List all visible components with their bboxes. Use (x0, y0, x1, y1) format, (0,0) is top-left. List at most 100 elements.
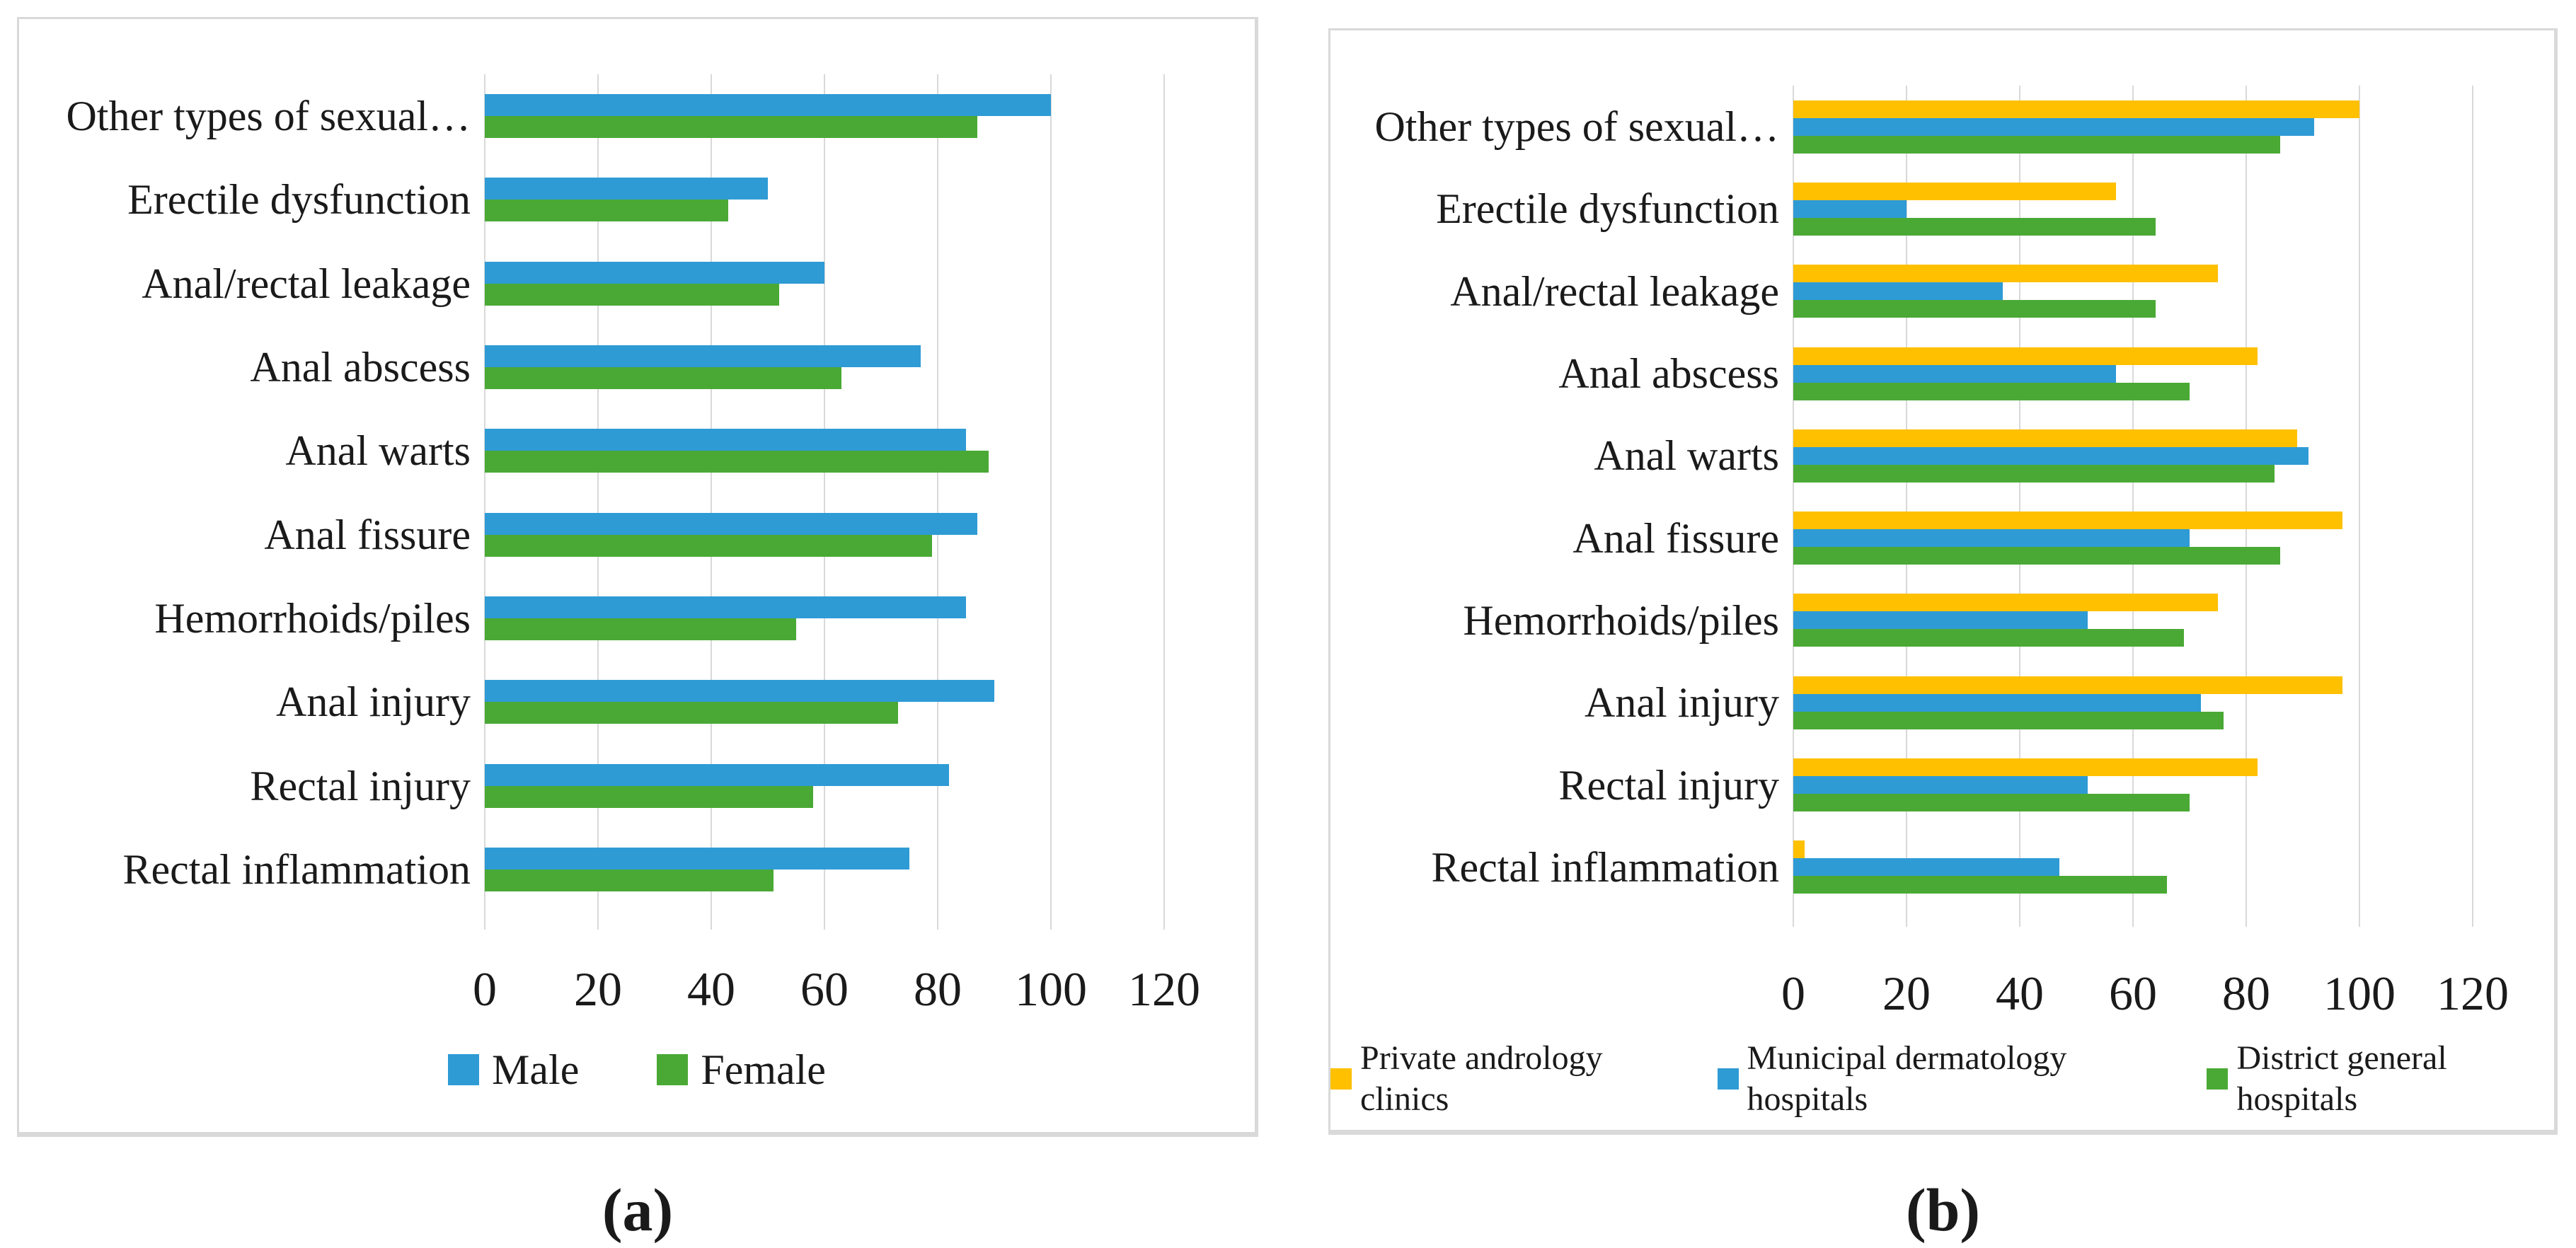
plot-area: Other types of sexual… Erectile dysfuncti… (19, 19, 1255, 1132)
legend-swatch-private-andrology-clinics (1330, 1068, 1352, 1090)
bar-private-andrology-clinics-other-types-of-sexual (1793, 100, 2359, 118)
legend-item-male: Male (448, 1045, 579, 1094)
bar-municipal-dermatology-hospitals-other-types-of-sexual (1793, 118, 2314, 136)
bar-male-other-types-of-sexual (485, 94, 1051, 116)
legend-label-private-andrology-clinics: Private andrology clinics (1360, 1039, 1603, 1118)
bar-district-general-hospitals-anal-rectal-leakage (1793, 300, 2156, 318)
chart-panel-b: Other types of sexual… Erectile dysfuncti… (1328, 28, 2558, 1135)
bar-male-anal-rectal-leakage (485, 262, 824, 284)
bar-district-general-hospitals-other-types-of-sexual (1793, 136, 2280, 154)
category-label-anal-rectal-leakage: Anal/rectal leakage (1450, 268, 1779, 315)
category-label-other-types-of-sexual: Other types of sexual… (1374, 103, 1779, 150)
legend: Male Female (19, 1044, 1255, 1096)
bar-private-andrology-clinics-erectile-dysfunction (1793, 183, 2116, 200)
gridline-x-0 (484, 74, 485, 930)
bar-female-anal-abscess (485, 367, 841, 389)
gridline-x-120 (2472, 86, 2473, 927)
category-label-rectal-injury: Rectal injury (1558, 762, 1779, 809)
category-label-anal-rectal-leakage: Anal/rectal leakage (142, 260, 471, 307)
x-tick-label-80: 80 (914, 962, 962, 1016)
bar-female-anal-warts (485, 451, 989, 473)
x-tick-label-100: 100 (2323, 966, 2396, 1020)
bar-private-andrology-clinics-rectal-inflammation (1793, 840, 1805, 858)
bar-private-andrology-clinics-hemorrhoids-piles (1793, 594, 2218, 611)
legend-swatch-district-general-hospitals (2207, 1068, 2229, 1090)
gridline-x-0 (1793, 86, 1794, 927)
category-label-erectile-dysfunction: Erectile dysfunction (127, 176, 471, 223)
gridline-x-80 (2246, 86, 2247, 927)
bar-male-anal-warts (485, 429, 966, 451)
bar-male-anal-injury (485, 680, 994, 702)
bar-municipal-dermatology-hospitals-rectal-injury (1793, 776, 2088, 794)
chart-panel-a: Other types of sexual… Erectile dysfuncti… (17, 17, 1258, 1137)
bar-female-other-types-of-sexual (485, 116, 977, 138)
category-label-other-types-of-sexual: Other types of sexual… (66, 93, 471, 139)
category-label-anal-abscess: Anal abscess (1558, 350, 1779, 397)
x-tick-label-80: 80 (2222, 966, 2270, 1020)
bar-female-rectal-inflammation (485, 869, 774, 891)
legend-item-municipal-dermatology-hospitals: Municipal dermatology hospitals (1717, 1038, 2168, 1120)
x-tick-label-40: 40 (1996, 966, 2044, 1020)
gridline-x-20 (1906, 86, 1907, 927)
bar-municipal-dermatology-hospitals-hemorrhoids-piles (1793, 611, 2088, 629)
bar-municipal-dermatology-hospitals-anal-fissure (1793, 529, 2190, 547)
bar-municipal-dermatology-hospitals-anal-rectal-leakage (1793, 282, 2003, 300)
x-tick-label-60: 60 (800, 962, 849, 1016)
category-label-rectal-injury: Rectal injury (250, 763, 471, 809)
bar-municipal-dermatology-hospitals-anal-abscess (1793, 365, 2116, 383)
bar-municipal-dermatology-hospitals-anal-injury (1793, 694, 2201, 712)
gridline-x-120 (1163, 74, 1165, 930)
x-tick-label-0: 0 (1781, 966, 1805, 1020)
legend-label-female: Female (701, 1046, 826, 1093)
bar-male-anal-abscess (485, 345, 921, 367)
bar-private-andrology-clinics-anal-injury (1793, 676, 2342, 694)
category-label-anal-fissure: Anal fissure (1572, 515, 1779, 562)
legend-swatch-male (448, 1054, 480, 1085)
bar-district-general-hospitals-anal-abscess (1793, 383, 2190, 400)
category-label-rectal-inflammation: Rectal inflammation (122, 846, 471, 893)
bar-female-erectile-dysfunction (485, 200, 728, 221)
x-tick-label-20: 20 (574, 962, 622, 1016)
bar-female-anal-fissure (485, 535, 932, 557)
bar-municipal-dermatology-hospitals-erectile-dysfunction (1793, 200, 1907, 218)
category-label-anal-warts: Anal warts (285, 427, 471, 474)
gridline-x-100 (2359, 86, 2360, 927)
bar-male-rectal-inflammation (485, 848, 909, 869)
bar-female-hemorrhoids-piles (485, 618, 796, 640)
x-tick-label-20: 20 (1882, 966, 1931, 1020)
x-tick-label-120: 120 (1128, 962, 1200, 1016)
bar-female-anal-injury (485, 702, 898, 724)
category-label-anal-abscess: Anal abscess (250, 344, 471, 391)
gridline-x-60 (2132, 86, 2134, 927)
bar-district-general-hospitals-anal-warts (1793, 465, 2275, 483)
gridline-x-100 (1050, 74, 1052, 930)
bar-district-general-hospitals-anal-fissure (1793, 547, 2280, 565)
x-tick-label-100: 100 (1015, 962, 1087, 1016)
legend-label-district-general-hospitals: District general hospitals (2236, 1039, 2447, 1118)
category-label-rectal-inflammation: Rectal inflammation (1431, 844, 1779, 891)
category-label-anal-fissure: Anal fissure (264, 512, 471, 558)
category-label-anal-injury: Anal injury (276, 678, 471, 725)
gridline-x-40 (2019, 86, 2020, 927)
bar-district-general-hospitals-anal-injury (1793, 712, 2224, 729)
bar-municipal-dermatology-hospitals-anal-warts (1793, 447, 2308, 465)
legend-label-male: Male (492, 1046, 580, 1093)
x-tick-label-120: 120 (2437, 966, 2509, 1020)
legend: Private andrology clinics Municipal derma… (1330, 1039, 2554, 1118)
bar-district-general-hospitals-rectal-injury (1793, 794, 2190, 811)
bar-private-andrology-clinics-anal-fissure (1793, 512, 2342, 529)
legend-swatch-female (657, 1054, 689, 1085)
x-tick-label-0: 0 (473, 962, 497, 1016)
gridline-x-40 (711, 74, 712, 930)
bar-district-general-hospitals-erectile-dysfunction (1793, 218, 2156, 236)
gridline-x-20 (597, 74, 599, 930)
gridline-x-80 (937, 74, 938, 930)
bar-male-erectile-dysfunction (485, 178, 768, 200)
category-label-hemorrhoids-piles: Hemorrhoids/piles (154, 595, 471, 642)
category-label-hemorrhoids-piles: Hemorrhoids/piles (1463, 597, 1779, 644)
legend-swatch-municipal-dermatology-hospitals (1717, 1068, 1739, 1090)
category-label-anal-injury: Anal injury (1585, 679, 1779, 726)
gridline-x-60 (824, 74, 825, 930)
bar-male-anal-fissure (485, 513, 977, 535)
bar-private-andrology-clinics-anal-warts (1793, 429, 2297, 447)
